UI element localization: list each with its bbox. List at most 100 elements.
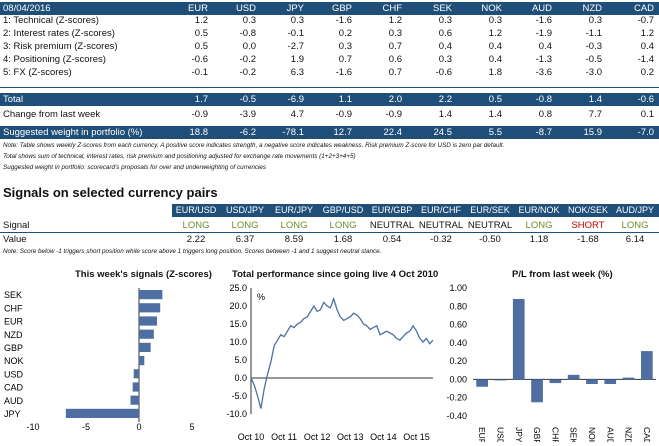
score-row-value: 0.4 <box>438 41 452 52</box>
chart2-xtick-label: Oct 13 <box>337 432 364 442</box>
score-row-label: 5: FX (Z-scores) <box>3 67 72 78</box>
chart3-bar <box>512 298 525 380</box>
score-row-value: -1.4 <box>637 54 654 65</box>
chart2-xtick-label: Oct 14 <box>370 432 397 442</box>
signals-value-row: Value 2.22 6.37 8.59 1.68 0.54 -0.32 -0.50 1.18… <box>0 234 659 246</box>
chart3-bar <box>586 379 598 384</box>
chart3-category-label: SEK <box>569 427 579 442</box>
weight-row-value: -7.0 <box>637 127 654 138</box>
signals-header-row: EUR/USD USD/JPY EUR/JPY GBP/USD EUR/GBP EUR/C… <box>172 204 659 217</box>
score-row-value: 0.4 <box>488 41 502 52</box>
currency-header-sek: SEK <box>432 3 452 14</box>
score-row-value: -1.6 <box>335 67 352 78</box>
chart1-bar <box>139 356 145 366</box>
chart2-ytick-label: 20.0 <box>229 301 247 311</box>
chart2-xtick-label: Oct 15 <box>403 432 430 442</box>
pair-value: 6.37 <box>235 234 255 245</box>
chart3-ytick-label: -0.40 <box>446 411 467 421</box>
chart3-ytick-label: -0.20 <box>446 393 467 403</box>
total-row-value: 2.2 <box>438 94 452 105</box>
score-row-value: -0.2 <box>239 67 256 78</box>
score-row-value: -1.6 <box>535 15 552 26</box>
signal-label: Signal <box>3 220 30 231</box>
chart1-category-label: NZD <box>4 330 23 340</box>
chart3-category-label: USD <box>495 427 505 442</box>
score-row-value: 1.9 <box>290 54 304 65</box>
change-row-label: Change from last week <box>3 109 101 120</box>
change-row-value: -3.9 <box>239 109 256 120</box>
score-row-value: -0.7 <box>637 15 654 26</box>
score-row: 3: Risk premium (Z-scores) 0.5 0.0 -2.7 0.3 0… <box>0 41 659 53</box>
weight-row-value: 22.4 <box>383 127 403 138</box>
chart1-category-label: AUD <box>4 396 24 406</box>
chart1-title: This week's signals (Z-scores) <box>75 269 212 280</box>
chart1-category-label: EUR <box>4 317 24 327</box>
chart3-category-label: JPY <box>514 427 524 442</box>
score-row-label: 2: Interest rates (Z-scores) <box>3 28 115 39</box>
chart3-ytick-label: 1.00 <box>449 283 467 293</box>
weight-note: Suggested weight in portfolio: scorecard… <box>3 164 267 171</box>
pair-header: EUR/USD <box>175 205 217 215</box>
score-row-value: 0.4 <box>488 54 502 65</box>
chart1-tick-label: 5 <box>189 422 194 432</box>
change-row-value: -0.9 <box>191 109 208 120</box>
weight-row-value: 12.7 <box>333 127 353 138</box>
score-row-value: 1.2 <box>388 15 402 26</box>
pair-header: EUR/NOK <box>518 205 560 215</box>
score-row-value: 0.5 <box>194 41 208 52</box>
total-row-value: 1.4 <box>588 94 602 105</box>
chart1-tick-label: 0 <box>136 422 141 432</box>
signals-bar-chart: SEK CHF EUR NZD GBP NOK USD CAD AUD JPY -10 -5 0 5 <box>4 288 195 432</box>
score-row-value: 0.2 <box>640 67 654 78</box>
currency-header-aud: AUD <box>531 3 552 14</box>
total-row-value: 1.1 <box>338 94 352 105</box>
score-row-value: 1.8 <box>488 67 502 78</box>
chart1-bar <box>132 382 139 392</box>
signals-note: Note: Score below -1 triggers short posi… <box>3 248 382 255</box>
chart3-bar <box>494 379 507 381</box>
currency-header-cad: CAD <box>633 3 654 14</box>
pair-header: EUR/JPY <box>274 205 313 215</box>
chart1-tick-label: -5 <box>82 422 90 432</box>
score-row-value: -0.6 <box>435 67 452 78</box>
pair-signal: LONG <box>329 220 357 231</box>
score-row-value: -0.1 <box>287 28 304 39</box>
chart3-bar <box>549 379 562 384</box>
change-row: Change from last week -0.9 -3.9 4.7 -0.9 -0.9… <box>0 109 659 121</box>
chart3-bar <box>531 379 543 403</box>
score-row-value: 0.5 <box>194 28 208 39</box>
change-row-value: 1.4 <box>488 109 502 120</box>
chart3-category-label: GBP <box>532 427 542 442</box>
currency-header-chf: CHF <box>382 3 402 14</box>
chart1-tick-label: -10 <box>26 422 39 432</box>
change-row-value: 0.1 <box>640 109 654 120</box>
change-row-value: -0.9 <box>385 109 402 120</box>
chart3-bar <box>622 377 635 380</box>
score-row-label: 3: Risk premium (Z-scores) <box>3 41 118 52</box>
score-row: 4: Positioning (Z-scores) -0.6 -0.2 1.9 0.7 0… <box>0 54 659 66</box>
score-row-value: 0.3 <box>488 15 502 26</box>
score-row-value: -0.1 <box>191 67 208 78</box>
signals-title: Signals on selected currency pairs <box>3 185 218 200</box>
score-row-value: 0.3 <box>438 15 452 26</box>
chart3-category-label: NOK <box>587 427 597 442</box>
pl-bar-chart: -0.40 -0.20 0.00 0.20 0.40 0.60 0.80 1.00 EUR USD… <box>446 283 656 442</box>
signals-divider <box>0 232 659 233</box>
chart3-category-label: EUR <box>477 427 487 442</box>
score-row-value: 0.4 <box>640 41 654 52</box>
chart1-category-label: SEK <box>4 290 22 300</box>
score-row-value: 0.6 <box>438 28 452 39</box>
chart1-bar <box>139 316 158 326</box>
pair-signal: SHORT <box>571 220 605 231</box>
score-row-value: 0.7 <box>388 67 402 78</box>
chart1-bar <box>139 303 161 313</box>
table-header-row: 08/04/2016 EUR USD JPY GBP CHF SEK NOK AUD NZD CA… <box>0 2 659 15</box>
score-row-value: 0.2 <box>338 28 352 39</box>
chart3-ytick-label: 0.60 <box>449 320 467 330</box>
score-row-value: 0.3 <box>290 15 304 26</box>
score-row-value: -1.6 <box>335 15 352 26</box>
chart1-category-label: USD <box>4 369 24 379</box>
change-row-value: 1.4 <box>438 109 452 120</box>
value-label: Value <box>3 234 27 245</box>
pair-header: GBP/USD <box>322 205 364 215</box>
